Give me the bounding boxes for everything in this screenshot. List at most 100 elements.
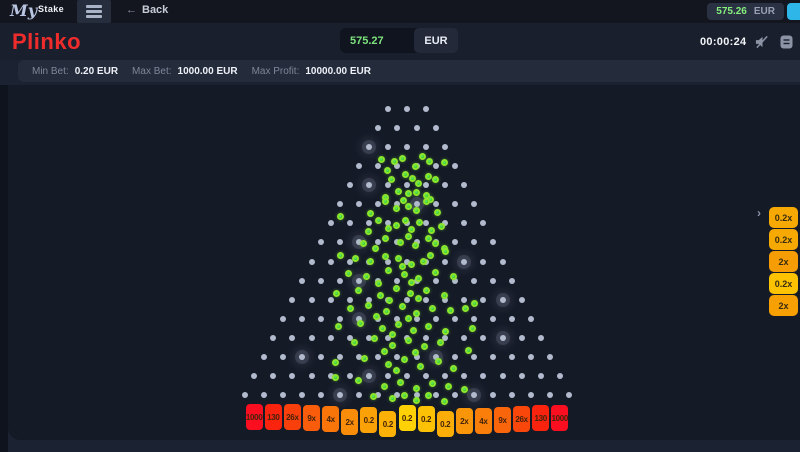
logo-my-text: My: [10, 1, 38, 20]
peg: [394, 277, 401, 284]
peg: [451, 201, 458, 208]
peg: [528, 353, 535, 360]
peg: [442, 296, 449, 303]
plinko-ball: [425, 157, 433, 165]
peg: [346, 258, 353, 265]
game-balance-value: 575.27: [350, 34, 384, 47]
plinko-ball: [398, 154, 406, 162]
peg: [404, 296, 410, 303]
cashier-button[interactable]: [787, 3, 800, 20]
back-button[interactable]: ← Back: [126, 4, 168, 16]
plinko-ball: [381, 234, 389, 242]
peg: [365, 144, 372, 151]
peg: [470, 392, 477, 399]
max-profit-label: Max Profit:: [251, 65, 300, 77]
plinko-ball: [411, 162, 419, 170]
peg: [451, 315, 458, 322]
peg: [394, 392, 401, 399]
peg: [289, 296, 296, 303]
plinko-ball: [360, 354, 368, 362]
peg: [432, 125, 439, 132]
plinko-ball: [440, 291, 448, 299]
plinko-ball: [399, 196, 407, 204]
multiplier-slot: 1000: [551, 405, 569, 431]
plinko-ball: [449, 272, 457, 280]
sound-muted-button[interactable]: [754, 34, 770, 50]
peg: [298, 277, 305, 284]
plinko-ball: [414, 179, 422, 187]
peg: [528, 315, 535, 322]
account-balance-pill[interactable]: 575.26 EUR: [707, 3, 784, 20]
peg: [318, 239, 325, 246]
plinko-ball: [400, 355, 408, 363]
peg: [394, 125, 401, 132]
peg: [346, 220, 353, 227]
peg: [346, 372, 353, 379]
plinko-ball: [377, 155, 385, 163]
plinko-ball: [369, 392, 377, 400]
multiplier-slot: 0.2: [398, 405, 416, 431]
plinko-ball: [449, 364, 457, 372]
peg: [442, 144, 449, 151]
plinko-ball: [331, 358, 339, 366]
peg: [356, 239, 363, 246]
peg: [384, 144, 391, 151]
plinko-ball: [412, 384, 420, 392]
history-chip: 0.2x: [769, 273, 798, 294]
peg: [365, 372, 372, 379]
multiplier-slot: 0.2: [379, 411, 397, 437]
peg: [394, 163, 401, 170]
history-expand-chevron[interactable]: ›: [757, 206, 761, 220]
peg: [318, 353, 325, 360]
peg: [337, 353, 344, 360]
peg: [432, 392, 439, 399]
plinko-ball: [407, 225, 415, 233]
account-balance-currency: EUR: [753, 6, 775, 17]
plinko-ball: [416, 362, 424, 370]
plinko-ball: [411, 241, 419, 249]
peg: [298, 315, 305, 322]
peg: [509, 277, 516, 284]
plinko-ball: [384, 266, 392, 274]
min-bet-label: Min Bet:: [32, 65, 69, 77]
back-label: Back: [142, 4, 169, 16]
plinko-ball: [366, 257, 374, 265]
game-rules-button[interactable]: [778, 34, 794, 50]
peg: [499, 296, 506, 303]
peg: [308, 334, 315, 341]
peg: [327, 296, 334, 303]
peg: [375, 239, 382, 246]
max-profit-value: 10000.00 EUR: [305, 65, 371, 77]
peg: [404, 144, 410, 151]
plinko-ball: [422, 286, 430, 294]
mystake-logo[interactable]: MyStake: [10, 1, 64, 21]
peg: [489, 315, 496, 322]
peg: [470, 201, 477, 208]
plinko-ball: [440, 397, 448, 405]
plinko-ball: [384, 224, 392, 232]
peg: [337, 392, 344, 399]
menu-button[interactable]: [77, 0, 111, 23]
multiplier-slot: 2x: [455, 408, 473, 434]
plinko-ball: [415, 218, 423, 226]
game-balance-currency: EUR: [414, 28, 458, 53]
game-header: Plinko 575.27 EUR 00:00:24 Game Rules: [0, 23, 800, 60]
peg: [308, 372, 315, 379]
peg: [375, 353, 382, 360]
peg: [470, 353, 477, 360]
plinko-ball: [401, 170, 409, 178]
peg: [461, 220, 468, 227]
peg: [489, 239, 496, 246]
peg: [499, 258, 506, 265]
peg: [509, 315, 516, 322]
multiplier-slot: 0.2: [417, 406, 435, 432]
bet-limits-bar: Min Bet: 0.20 EUR Max Bet: 1000.00 EUR M…: [18, 60, 800, 82]
plinko-ball: [414, 274, 422, 282]
peg: [423, 296, 430, 303]
multiplier-slot: 9x: [303, 405, 320, 431]
peg: [318, 392, 325, 399]
peg: [356, 315, 363, 322]
peg: [260, 353, 267, 360]
plinko-ball: [412, 396, 420, 404]
plinko-ball: [434, 357, 442, 365]
